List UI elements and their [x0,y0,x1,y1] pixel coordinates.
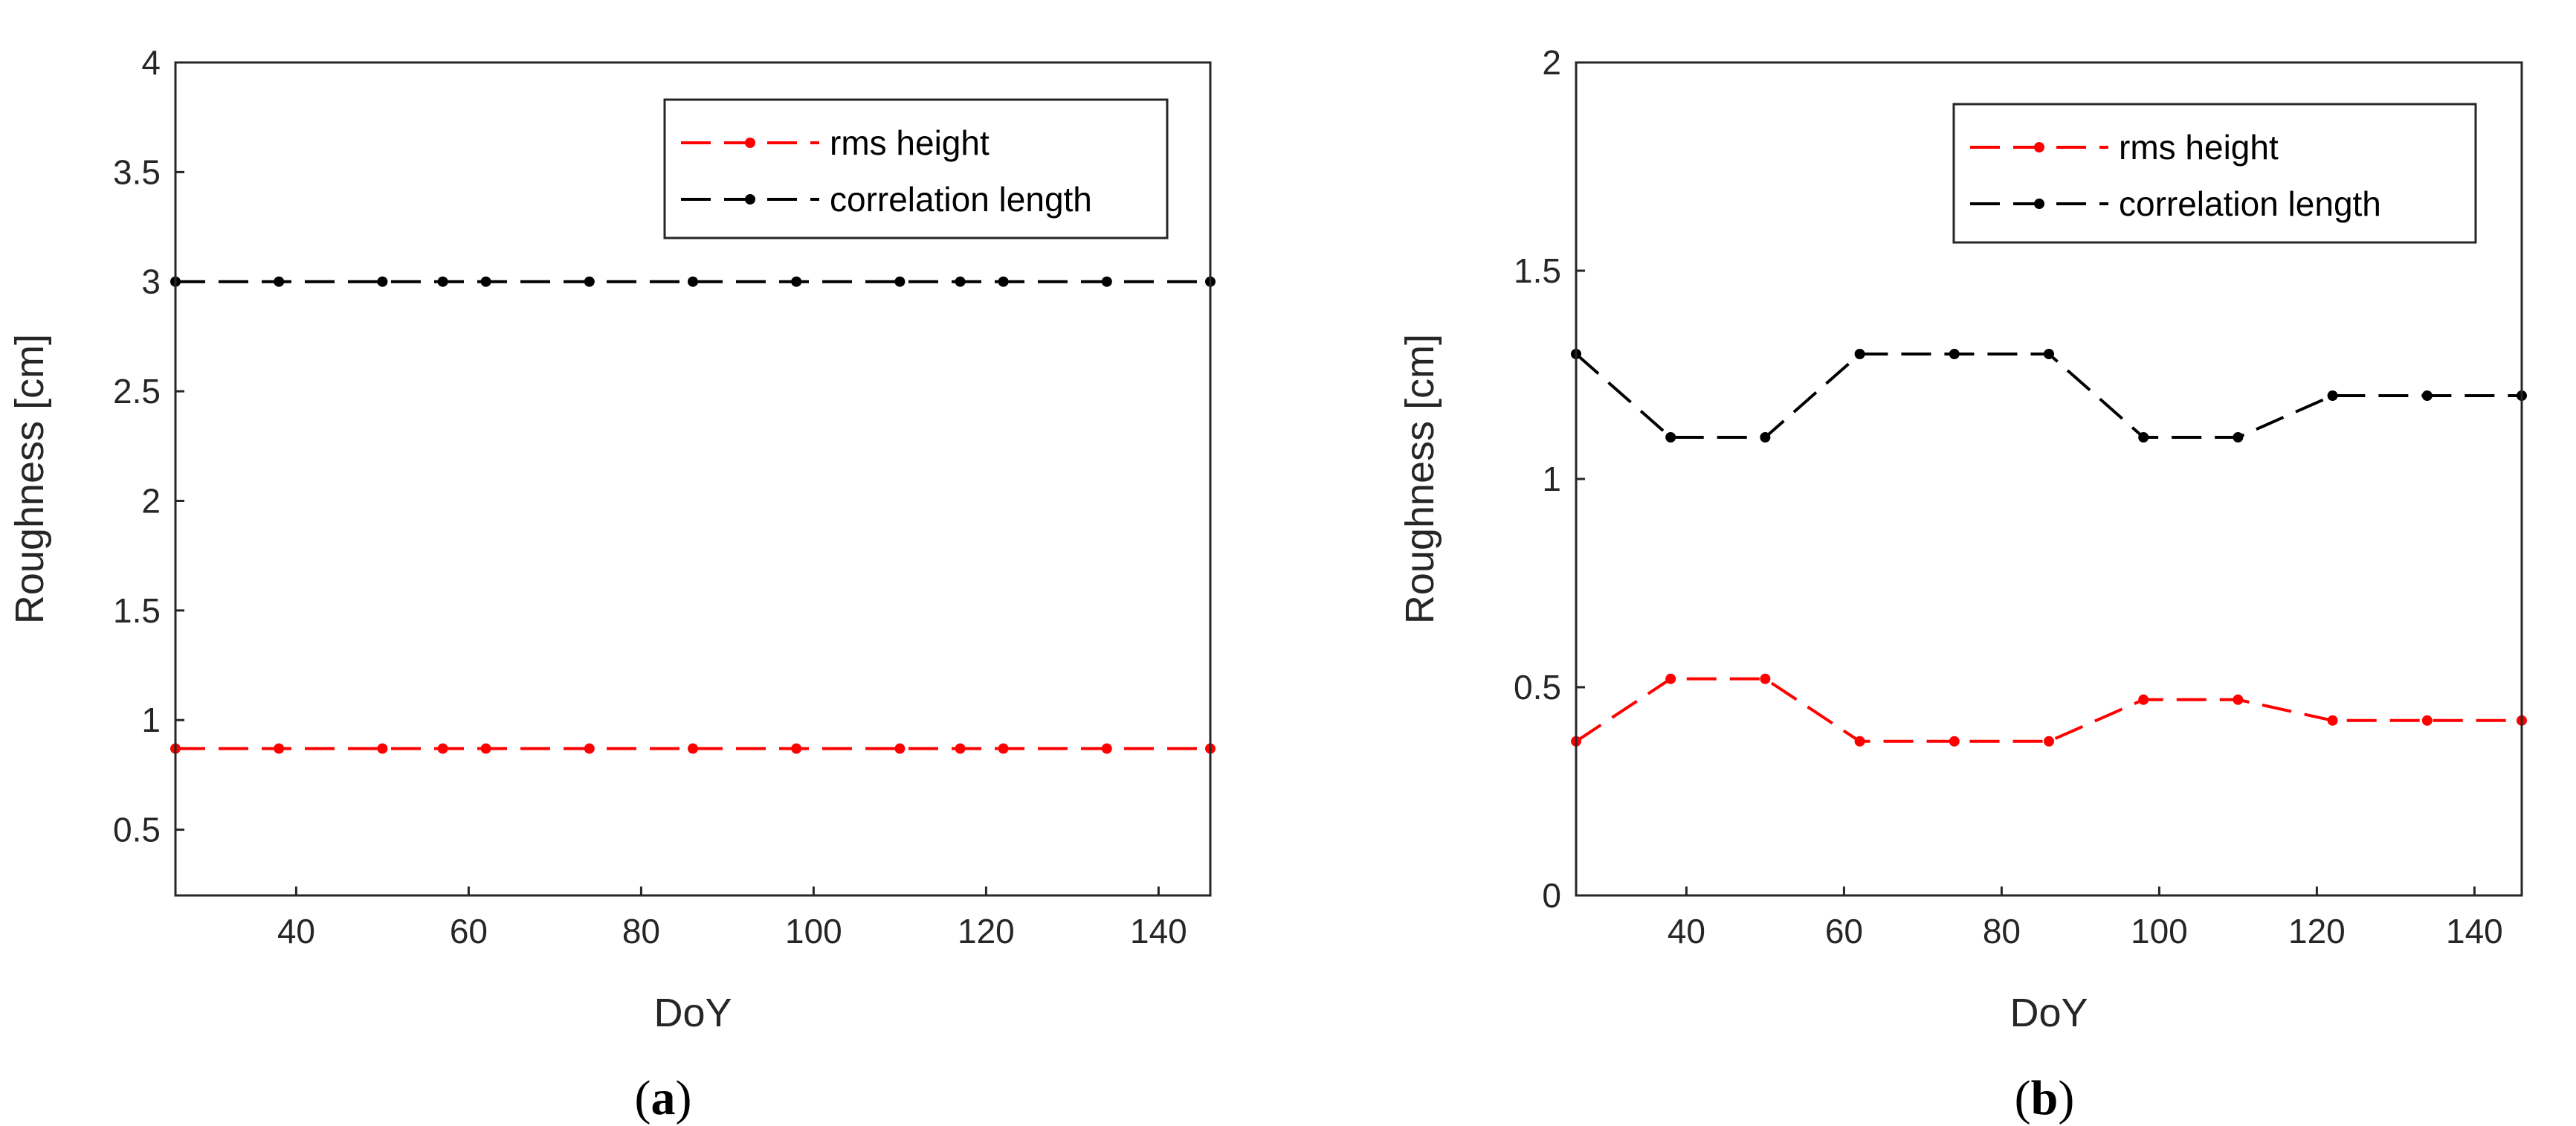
y-tick-label: 1.5 [113,591,161,630]
y-tick-label: 1 [1542,460,1561,498]
panel-label: (b) [2015,1071,2075,1125]
axes-box [1575,61,2523,897]
rms-height-point [791,743,802,754]
correlation-length-point [1101,276,1112,287]
rms-height-point [688,743,698,754]
x-axis-title: DoY [653,991,732,1035]
rms-height-point [998,743,1009,754]
rms-height-point [955,743,966,754]
x-tick-label: 60 [1825,912,1863,950]
correlation-length-point [998,276,1009,287]
rms-height-point [377,743,388,754]
correlation-length-point [2233,432,2244,443]
rms-height-point [1101,743,1112,754]
y-tick-label: 0.5 [113,811,161,849]
rms-height-point [1760,673,1771,684]
x-tick-label: 60 [450,912,488,950]
rms-height-point [2233,694,2244,705]
rms-height-point [1854,736,1865,747]
correlation-length-point [1949,349,1960,359]
y-tick-label: 0.5 [1514,668,1561,707]
rms-height-point [1949,736,1960,747]
y-tick-label: 2 [141,481,161,520]
y-tick-label: 4 [141,43,161,82]
x-tick-label: 80 [622,912,660,950]
rms-height-point [2327,715,2338,726]
legend-marker-rms-height [745,138,755,148]
rms-height-point [480,743,491,754]
axes-box [174,61,1212,897]
legend-label-correlation-length: correlation length [830,180,1092,219]
legend: rms height correlation length [1952,103,2477,244]
x-tick-label: 100 [2131,912,2188,950]
y-axis-title: Roughness [cm] [7,334,52,624]
x-tick-label: 120 [2288,912,2346,950]
rms-height-point [584,743,595,754]
x-tick-label: 40 [277,912,315,950]
x-tick-label: 100 [785,912,842,950]
y-axis-title: Roughness [cm] [1398,334,1442,624]
correlation-length-point [894,276,906,287]
legend-marker-correlation-length [745,194,755,205]
chart-panel-b: 40 60 80 100 120 140 0 0.5 1 1.5 2 DoY Roughness [cm… [1398,43,2527,1125]
chart-panel-a: 40 60 80 100 120 140 0.5 1 1.5 2 2.5 3 3.5 4 DoY Roughn… [7,43,1216,1125]
correlation-length-point [1760,432,1771,443]
x-tick-label: 140 [2446,912,2503,950]
legend-label-rms-height: rms height [2119,128,2279,167]
correlation-length-point [688,276,698,287]
x-tick-label: 140 [1130,912,1187,950]
correlation-length-point [2138,432,2149,443]
rms-height-point [894,743,906,754]
legend-marker-correlation-length [2034,199,2044,209]
x-tick-label: 40 [1668,912,1705,950]
legend-marker-rms-height [2034,142,2044,152]
legend-box [663,98,1169,239]
correlation-length-point [955,276,966,287]
correlation-length-point [274,276,285,287]
x-axis-title: DoY [2010,991,2088,1035]
panel-label: (a) [635,1071,692,1125]
correlation-length-point [1665,432,1676,443]
correlation-length-point [1854,349,1865,359]
correlation-length-point [480,276,491,287]
rms-height-point [274,743,285,754]
legend: rms height correlation length [663,98,1169,239]
correlation-length-point [377,276,388,287]
legend-label-rms-height: rms height [830,123,990,162]
correlation-length-point [2044,349,2054,359]
legend-box [1952,103,2477,244]
legend-label-correlation-length: correlation length [2119,184,2381,223]
y-tick-label: 2.5 [113,372,161,411]
series-line-rms-height [1575,677,2522,743]
correlation-length-point [584,276,595,287]
y-tick-label: 1.5 [1514,251,1561,290]
y-tick-label: 1 [141,701,161,739]
y-tick-label: 3 [141,263,161,301]
x-tick-label: 80 [1983,912,2021,950]
correlation-length-point [2421,390,2433,401]
rms-height-point [2044,736,2054,747]
correlation-length-point [437,276,448,287]
correlation-length-point [2327,390,2338,401]
correlation-length-point [791,276,802,287]
y-tick-label: 3.5 [113,152,161,191]
y-tick-label: 2 [1542,43,1561,82]
y-tick-label: 0 [1542,876,1561,915]
rms-height-point [2138,694,2149,705]
rms-height-point [2421,715,2433,726]
rms-height-point [437,743,448,754]
rms-height-point [1665,673,1676,684]
x-tick-label: 120 [958,912,1015,950]
